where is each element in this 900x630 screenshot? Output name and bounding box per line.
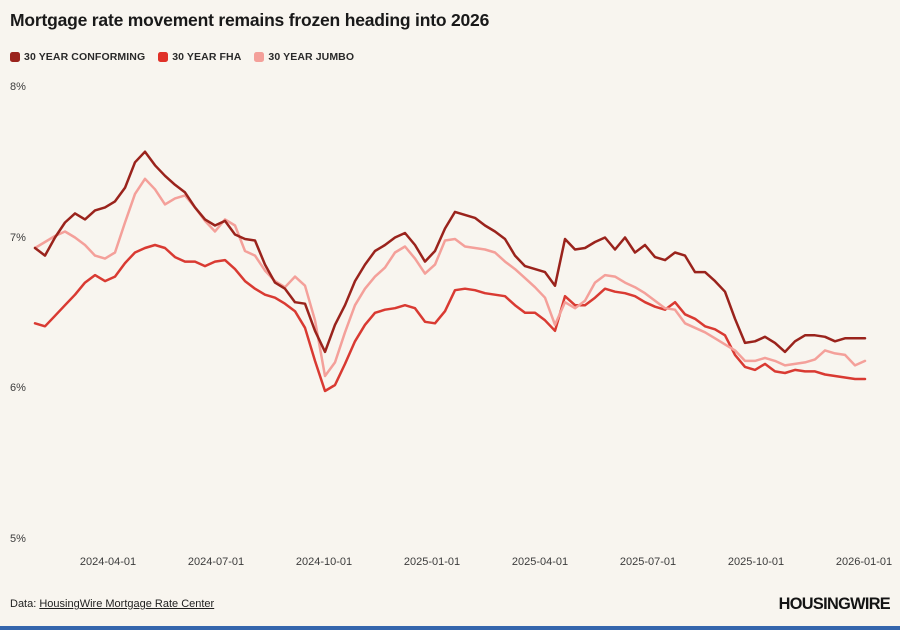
legend-label-jumbo: 30 YEAR JUMBO [268, 51, 355, 63]
series-line-fha [33, 243, 867, 393]
source-note: Data: HousingWire Mortgage Rate Center [10, 598, 214, 610]
source-link[interactable]: HousingWire Mortgage Rate Center [39, 598, 215, 610]
accent-bar [0, 626, 900, 630]
y-axis-tick-label: 6% [10, 382, 26, 394]
x-axis-tick-label: 2026-01-01 [835, 556, 893, 568]
x-axis-tick-label: 2024-07-01 [187, 556, 245, 568]
fha-swatch-icon [158, 52, 169, 62]
y-axis-tick-label: 7% [10, 231, 26, 244]
y-axis-tick-label: 5% [10, 532, 26, 545]
x-axis-tick-label: 2025-01-01 [403, 556, 461, 568]
series-line-jumbo [33, 177, 867, 378]
legend: 30 YEAR CONFORMING 30 YEAR FHA 30 YEAR J… [10, 51, 354, 63]
page-title: Mortgage rate movement remains frozen he… [10, 10, 490, 30]
x-axis-tick-label: 2025-10-01 [727, 556, 785, 568]
x-axis-tick-label: 2025-07-01 [619, 556, 677, 568]
legend-item-fha: 30 YEAR FHA [158, 51, 241, 63]
conforming-swatch-icon [10, 52, 20, 62]
legend-item-jumbo: 30 YEAR JUMBO [254, 51, 354, 63]
series-line-conforming [33, 150, 867, 354]
x-axis-tick-label: 2024-10-01 [295, 556, 353, 568]
x-axis-tick-label: 2025-04-01 [511, 556, 569, 568]
y-axis-tick-label: 8% [10, 81, 26, 93]
jumbo-swatch-icon [254, 52, 265, 62]
legend-item-conforming: 30 YEAR CONFORMING [10, 51, 145, 63]
legend-label-fha: 30 YEAR FHA [172, 51, 242, 63]
source-prefix: Data: [10, 598, 40, 610]
legend-label-conforming: 30 YEAR CONFORMING [24, 51, 146, 63]
housingwire-logo: HOUSINGWIRE [778, 594, 891, 613]
x-axis-tick-label: 2024-04-01 [79, 556, 137, 568]
